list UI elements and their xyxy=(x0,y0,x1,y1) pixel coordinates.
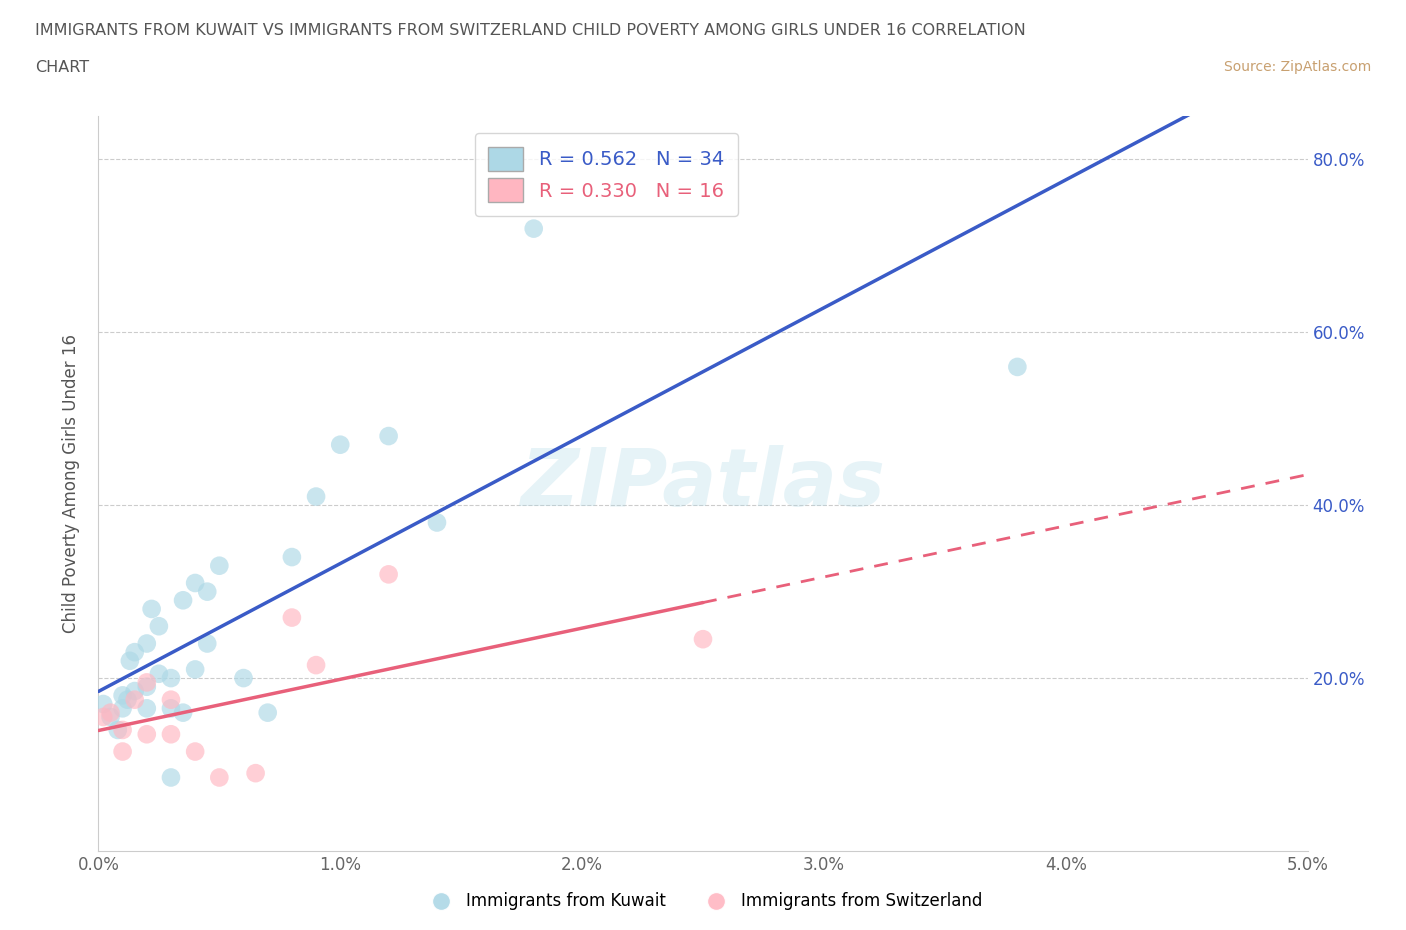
Point xyxy=(426,515,449,530)
Point xyxy=(184,576,207,591)
Legend: R = 0.562   N = 34, R = 0.330   N = 16: R = 0.562 N = 34, R = 0.330 N = 16 xyxy=(475,133,738,216)
Point xyxy=(141,602,163,617)
Point xyxy=(124,692,146,707)
Point xyxy=(135,675,157,690)
Point xyxy=(208,558,231,573)
Point xyxy=(100,705,122,720)
Point xyxy=(305,489,328,504)
Point xyxy=(148,666,170,681)
Point xyxy=(100,710,122,724)
Point xyxy=(377,567,399,582)
Point xyxy=(195,636,218,651)
Point xyxy=(1007,360,1029,375)
Point xyxy=(160,701,183,716)
Y-axis label: Child Poverty Among Girls Under 16: Child Poverty Among Girls Under 16 xyxy=(62,334,80,633)
Point xyxy=(117,692,139,707)
Text: IMMIGRANTS FROM KUWAIT VS IMMIGRANTS FROM SWITZERLAND CHILD POVERTY AMONG GIRLS : IMMIGRANTS FROM KUWAIT VS IMMIGRANTS FRO… xyxy=(35,23,1026,38)
Point xyxy=(172,592,194,607)
Point xyxy=(124,644,146,659)
Point xyxy=(256,705,278,720)
Text: CHART: CHART xyxy=(35,60,89,75)
Point xyxy=(160,671,183,685)
Point xyxy=(111,723,134,737)
Point xyxy=(208,770,231,785)
Point xyxy=(91,697,114,711)
Point xyxy=(160,692,183,707)
Point xyxy=(118,654,141,669)
Point xyxy=(135,727,157,742)
Point xyxy=(232,671,254,685)
Point xyxy=(184,744,207,759)
Point xyxy=(329,437,352,452)
Point xyxy=(135,636,157,651)
Text: ZIPatlas: ZIPatlas xyxy=(520,445,886,523)
Point xyxy=(148,618,170,633)
Point xyxy=(111,701,134,716)
Point xyxy=(91,710,114,724)
Point xyxy=(172,705,194,720)
Point xyxy=(184,662,207,677)
Point xyxy=(523,221,546,236)
Point xyxy=(281,610,304,625)
Point xyxy=(111,744,134,759)
Point xyxy=(245,765,267,780)
Point xyxy=(377,429,399,444)
Point xyxy=(135,679,157,694)
Legend: Immigrants from Kuwait, Immigrants from Switzerland: Immigrants from Kuwait, Immigrants from … xyxy=(418,885,988,917)
Point xyxy=(107,723,129,737)
Point xyxy=(160,727,183,742)
Text: Source: ZipAtlas.com: Source: ZipAtlas.com xyxy=(1223,60,1371,74)
Point xyxy=(111,688,134,703)
Point xyxy=(305,658,328,672)
Point xyxy=(124,684,146,698)
Point xyxy=(195,584,218,599)
Point xyxy=(135,701,157,716)
Point xyxy=(692,631,714,646)
Point xyxy=(160,770,183,785)
Point xyxy=(281,550,304,565)
